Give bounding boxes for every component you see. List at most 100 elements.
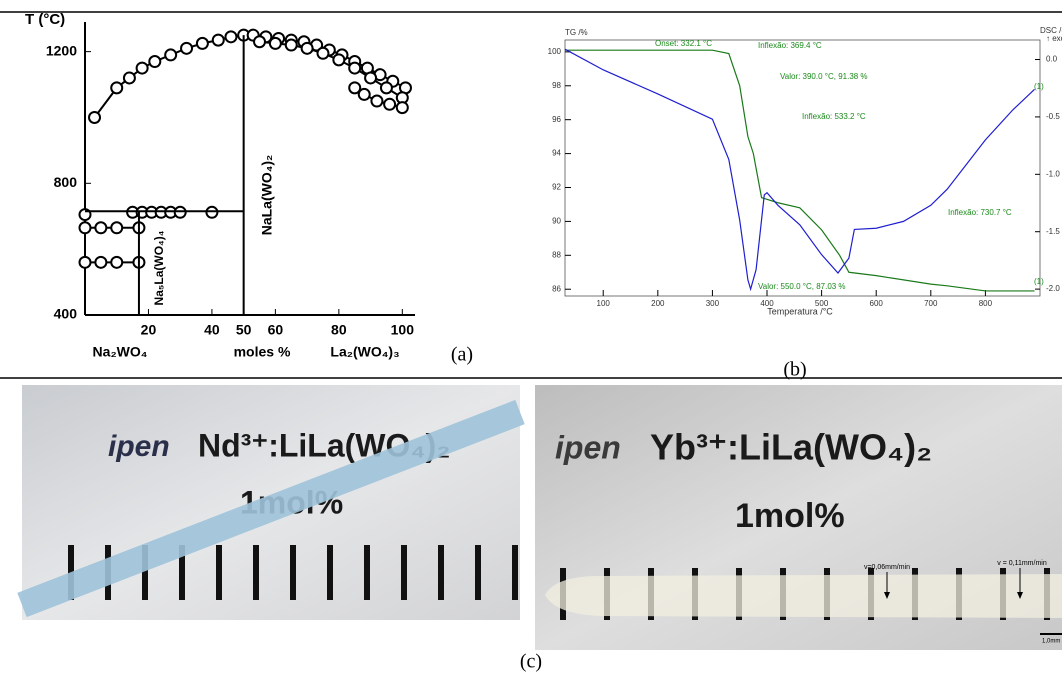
- x-tick-label: 80: [331, 322, 347, 338]
- annotation: Inflexão: 369.4 °C: [758, 41, 822, 50]
- y2-tick-label: -0.5: [1046, 112, 1060, 121]
- y-tick-label: 1200: [46, 42, 77, 58]
- x-axis-label: La₂(WO₄)₃: [330, 344, 399, 360]
- growth-rate: v=0,06mm/min: [864, 564, 910, 571]
- ruler-tick: [512, 545, 518, 600]
- data-point: [348, 81, 362, 95]
- data-point: [110, 81, 124, 95]
- scale-label: 1,0mm: [1042, 639, 1060, 645]
- data-point: [332, 53, 346, 67]
- data-point: [383, 97, 397, 111]
- y-tick-label: 94: [552, 149, 561, 158]
- y2-axis-title: DSC /(uV/mg): [1040, 26, 1062, 35]
- y2-tick-label: -2.0: [1046, 284, 1060, 293]
- data-point: [122, 71, 136, 85]
- annotation: Valor: 390.0 °C, 91.38 %: [780, 72, 868, 81]
- data-point: [78, 255, 92, 269]
- ruler-tick: [438, 545, 444, 600]
- annotation: (1): [1034, 82, 1044, 91]
- data-point: [268, 36, 282, 50]
- data-point: [110, 255, 124, 269]
- ruler-tick: [142, 545, 148, 600]
- series-line: [565, 49, 1035, 292]
- panel-label: (a): [451, 344, 473, 366]
- arrow-head: [1017, 592, 1023, 599]
- annotation: Inflexão: 730.7 °C: [948, 208, 1012, 217]
- crystal-fiber: [17, 399, 525, 618]
- data-point: [135, 61, 149, 75]
- annotation: (1): [1034, 277, 1044, 286]
- series-line: [259, 40, 403, 99]
- annotation: Valor: 550.0 °C, 87.03 %: [758, 282, 846, 291]
- photo-title: Yb³⁺:LiLa(WO₄)₂: [650, 427, 932, 468]
- ruler-tick: [327, 545, 333, 600]
- y-tick-label: 800: [54, 174, 78, 190]
- data-point: [253, 35, 267, 49]
- series-line: [93, 34, 406, 119]
- data-point: [88, 110, 102, 124]
- x-tick-label: 100: [391, 322, 415, 338]
- growth-rate: v = 0,11mm/min: [997, 560, 1047, 567]
- x-tick-label: 400: [760, 299, 774, 308]
- ruler-tick: [253, 545, 259, 600]
- y-tick-label: 90: [552, 217, 561, 226]
- data-point: [379, 81, 393, 95]
- data-point: [316, 46, 330, 60]
- y-tick-label: 88: [552, 250, 561, 259]
- compound-label: Na₅La(WO₄)₄: [152, 230, 166, 305]
- data-point: [370, 94, 384, 108]
- y-axis-title: T (°C): [25, 11, 65, 28]
- x-tick-label: 500: [815, 299, 829, 308]
- y2-tick-label: -1.5: [1046, 227, 1060, 236]
- x-tick-label: 20: [141, 322, 157, 338]
- x-tick-label: 300: [706, 299, 720, 308]
- panel-label: (c): [520, 651, 542, 673]
- data-point: [357, 87, 371, 101]
- exo-note: ↑ exo: [1046, 34, 1062, 43]
- x-tick-label: 200: [651, 299, 665, 308]
- ruler-tick: [216, 545, 222, 600]
- ruler-tick: [179, 545, 185, 600]
- x-tick-label: 700: [924, 299, 938, 308]
- x-axis-label: moles %: [234, 344, 291, 360]
- ruler-tick: [290, 545, 296, 600]
- x-tick-label: 100: [597, 299, 611, 308]
- x-tick-label: 60: [268, 322, 284, 338]
- data-point: [148, 55, 162, 69]
- y-tick-label: 98: [552, 81, 561, 90]
- x-tick-label: 40: [204, 322, 220, 338]
- y-axis-title: TG /%: [565, 28, 588, 37]
- x-axis-title: Temperatura /°C: [767, 306, 833, 316]
- annotation: Onset: 332.1 °C: [655, 39, 712, 48]
- plot-frame: [564, 39, 1041, 297]
- data-point: [211, 33, 225, 47]
- y-tick-label: 400: [54, 306, 78, 322]
- annotation: Inflexão: 533.2 °C: [802, 112, 866, 121]
- data-point: [364, 71, 378, 85]
- crystal-fiber: [545, 574, 1062, 618]
- ruler-tick: [401, 545, 407, 600]
- data-point: [284, 38, 298, 52]
- y-tick-label: 86: [552, 284, 561, 293]
- y2-tick-label: 0.0: [1046, 55, 1058, 64]
- logo: ipen: [108, 430, 170, 463]
- x-axis-label: Na₂WO₄: [93, 344, 148, 360]
- data-point: [110, 221, 124, 235]
- x-tick-label: 600: [870, 299, 884, 308]
- y2-tick-label: -1.0: [1046, 169, 1060, 178]
- data-point: [164, 48, 178, 62]
- x-tick-label: 800: [979, 299, 993, 308]
- data-point: [180, 41, 194, 55]
- data-point: [94, 255, 108, 269]
- ruler-tick: [475, 545, 481, 600]
- data-point: [395, 101, 409, 115]
- panel-label: (b): [783, 359, 806, 381]
- data-point: [348, 61, 362, 75]
- ruler-tick: [364, 545, 370, 600]
- y-tick-label: 100: [548, 47, 562, 56]
- photo-concentration: 1mol%: [735, 497, 845, 535]
- series-line: [564, 48, 1035, 292]
- x-tick-label: 50: [236, 322, 252, 338]
